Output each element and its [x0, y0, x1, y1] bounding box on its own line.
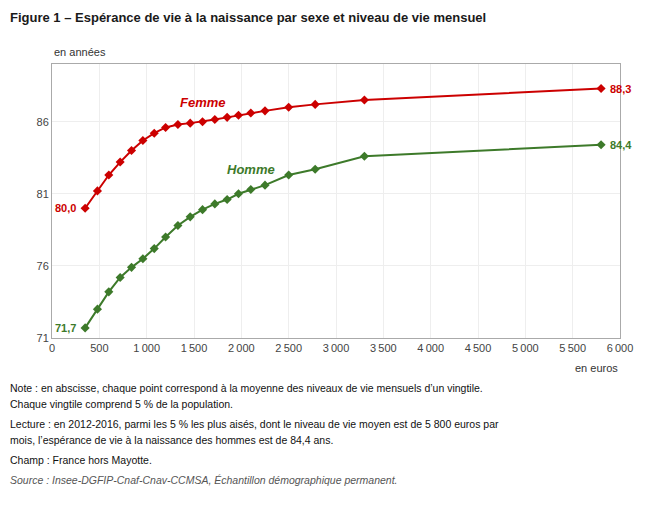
svg-text:3 000: 3 000 [323, 342, 350, 354]
svg-text:Source : Insee-DGFIP-Cnaf-Cnav: Source : Insee-DGFIP-Cnaf-Cnav-CCMSA, Éc… [10, 474, 398, 486]
svg-text:71: 71 [37, 332, 49, 344]
svg-text:0: 0 [49, 342, 55, 354]
svg-text:76: 76 [37, 260, 49, 272]
svg-text:Homme: Homme [227, 162, 275, 177]
svg-text:Lecture : en 2012-2016, parmi: Lecture : en 2012-2016, parmi les 5 % le… [10, 418, 499, 430]
svg-text:5 000: 5 000 [512, 342, 539, 354]
svg-text:4 500: 4 500 [465, 342, 492, 354]
svg-text:Figure 1 – Espérance de vie à: Figure 1 – Espérance de vie à la naissan… [10, 10, 486, 25]
svg-text:86: 86 [37, 116, 49, 128]
svg-text:en années: en années [54, 46, 106, 58]
svg-text:80,0: 80,0 [55, 202, 76, 214]
svg-text:2 000: 2 000 [228, 342, 255, 354]
svg-text:500: 500 [90, 342, 108, 354]
svg-text:6 000: 6 000 [607, 342, 634, 354]
svg-text:1 500: 1 500 [181, 342, 208, 354]
svg-text:3 500: 3 500 [370, 342, 397, 354]
svg-text:81: 81 [37, 188, 49, 200]
svg-text:en euros: en euros [575, 362, 618, 374]
svg-text:Champ : France hors Mayotte.: Champ : France hors Mayotte. [10, 454, 152, 466]
svg-text:5 500: 5 500 [559, 342, 586, 354]
svg-text:Note : en abscisse, chaque poi: Note : en abscisse, chaque point corresp… [10, 382, 483, 394]
svg-text:2 500: 2 500 [275, 342, 302, 354]
svg-text:88,3: 88,3 [610, 83, 631, 95]
svg-text:71,7: 71,7 [55, 322, 76, 334]
svg-text:1 000: 1 000 [133, 342, 160, 354]
svg-text:4 000: 4 000 [417, 342, 444, 354]
svg-text:Chaque vingtile comprend 5 % d: Chaque vingtile comprend 5 % de la popul… [10, 398, 233, 410]
svg-text:Femme: Femme [180, 95, 226, 110]
svg-text:84,4: 84,4 [610, 139, 632, 151]
svg-text:mois, l’espérance de vie à la: mois, l’espérance de vie à la naissance … [10, 434, 333, 446]
